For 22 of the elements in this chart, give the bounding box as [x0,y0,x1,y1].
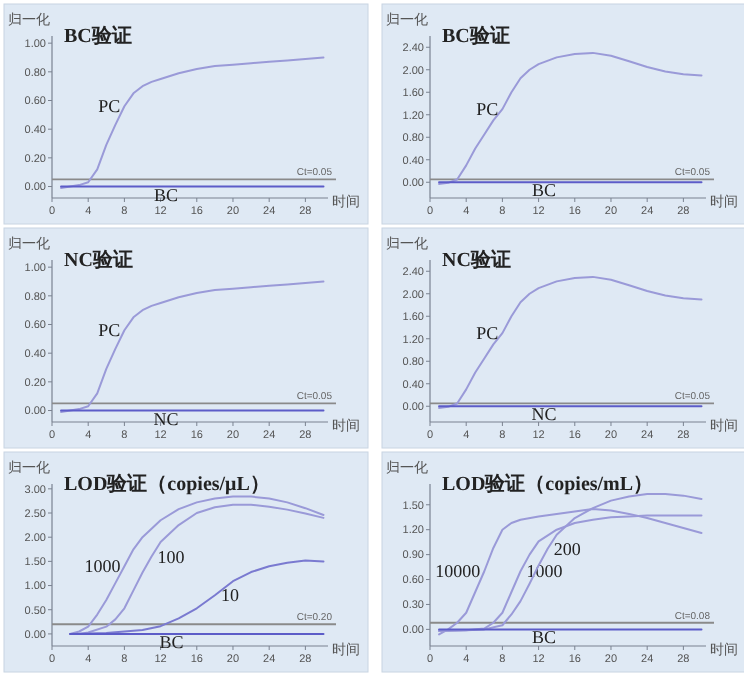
chart-title: BC验证 [442,24,510,48]
series-label: BC [532,627,557,648]
chart-title: NC验证 [442,248,511,272]
series-label: PC [476,99,499,120]
series-label: NC [531,404,557,425]
series-label: BC [532,180,557,201]
series-label: 1000 [526,561,564,582]
chart-title: LOD验证（copies/mL） [442,472,654,496]
series-label: PC [476,323,499,344]
chart-title: BC验证 [64,24,132,48]
series-label: 10 [220,585,240,606]
series-label: 100 [157,546,186,567]
series-label: BC [159,631,184,652]
series-label: NC [153,408,179,429]
chart-title: LOD验证（copies/μL） [64,472,270,496]
series-label: 200 [553,538,582,559]
chart-title: NC验证 [64,248,133,272]
series-label: PC [98,96,121,117]
series-label: 10000 [435,561,482,582]
series-label: 1000 [84,556,122,577]
series-label: PC [98,320,121,341]
series-label: BC [154,184,179,205]
